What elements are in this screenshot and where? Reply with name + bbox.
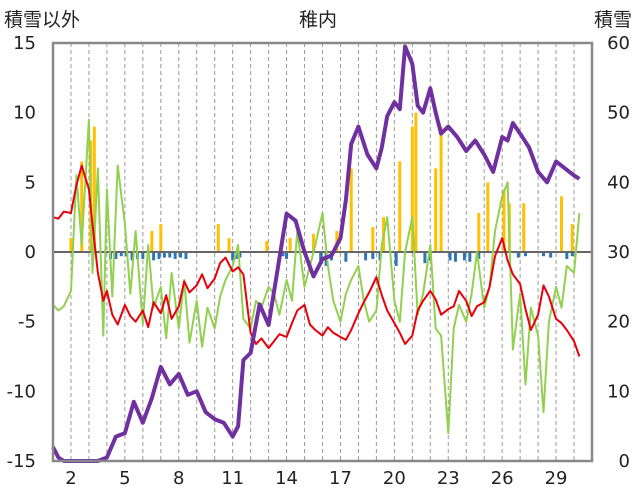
snowfall-bar xyxy=(265,240,269,252)
x-tick-label: 29 xyxy=(545,468,568,489)
snowfall-bar xyxy=(398,161,402,252)
snowfall-bar xyxy=(69,238,73,252)
snowfall-bar xyxy=(522,203,526,252)
snowfall-bar xyxy=(414,112,418,253)
negative-bar xyxy=(364,252,368,261)
negative-bar xyxy=(141,252,145,259)
negative-bar xyxy=(549,252,553,258)
snowfall-bar xyxy=(312,233,316,252)
negative-bar xyxy=(453,252,457,262)
left-y-tick-label: 0 xyxy=(25,242,36,263)
snowfall-bar xyxy=(477,212,481,252)
negative-bar xyxy=(231,252,235,261)
snowfall-bar xyxy=(150,231,154,252)
negative-bar xyxy=(281,252,285,257)
negative-bar xyxy=(371,252,375,259)
right-y-tick-label: 60 xyxy=(607,33,630,54)
negative-bar xyxy=(152,252,156,261)
negative-bar xyxy=(157,252,161,259)
negative-bar xyxy=(168,252,172,258)
left-y-tick-label: -5 xyxy=(18,312,36,333)
right-y-tick-label: 20 xyxy=(607,312,630,333)
x-tick-label: 14 xyxy=(275,468,298,489)
x-tick-label: 23 xyxy=(437,468,460,489)
negative-bar xyxy=(516,252,520,258)
snowfall-bar xyxy=(371,226,375,252)
x-tick-label: 17 xyxy=(329,468,352,489)
snowfall-bar xyxy=(439,126,443,252)
left-y-tick-label: 10 xyxy=(13,103,36,124)
x-tick-label: 20 xyxy=(383,468,406,489)
x-tick-label: 26 xyxy=(491,468,514,489)
snowfall-bar xyxy=(570,224,574,252)
series-lines xyxy=(51,44,581,463)
snowfall-bar xyxy=(159,224,163,252)
negative-bar xyxy=(173,252,177,259)
x-tick-label: 5 xyxy=(119,468,130,489)
snowfall-bar xyxy=(288,238,292,252)
left-y-tick-label: -10 xyxy=(7,381,36,402)
right-y-tick-labels: 60 50 40 30 20 10 0 xyxy=(607,33,630,472)
right-axis-title: 積雪 xyxy=(594,9,632,31)
negative-bar xyxy=(184,252,188,259)
snowfall-bar xyxy=(92,126,96,252)
plot-frame xyxy=(51,41,594,463)
right-y-tick-label: 40 xyxy=(607,172,630,193)
snow-depth-line xyxy=(51,44,581,463)
left-axis-title: 積雪以外 xyxy=(4,9,80,31)
snowfall-bar xyxy=(559,196,563,252)
negative-bar xyxy=(319,252,323,264)
negative-bar xyxy=(423,252,427,264)
right-y-tick-label: 10 xyxy=(607,381,630,402)
negative-bar xyxy=(570,252,574,257)
chart-title: 稚内 xyxy=(299,9,337,31)
negative-bar xyxy=(130,252,134,261)
right-y-tick-label: 50 xyxy=(607,103,630,124)
snowfall-bar xyxy=(349,168,353,252)
x-tick-label: 11 xyxy=(221,468,244,489)
negative-bar xyxy=(462,252,466,261)
left-y-tick-label: 5 xyxy=(25,172,36,193)
right-y-tick-label: 30 xyxy=(607,242,630,263)
snowfall-bar xyxy=(502,189,506,252)
negative-bar xyxy=(162,252,166,258)
negative-bar xyxy=(119,252,123,257)
negative-bar xyxy=(285,252,289,259)
right-y-tick-label: 0 xyxy=(619,451,630,472)
left-y-tick-labels: 15 10 5 0 -5 -10 -15 xyxy=(7,33,36,472)
snowfall-bar xyxy=(410,126,414,252)
negative-bar xyxy=(477,252,481,259)
negative-bar xyxy=(468,252,472,262)
snowfall-bar xyxy=(486,182,490,252)
snowfall-bar xyxy=(216,224,220,252)
left-y-tick-label: -15 xyxy=(7,451,36,472)
snowfall-bar xyxy=(434,168,438,252)
negative-bar xyxy=(448,252,452,261)
x-tick-label: 2 xyxy=(65,468,76,489)
negative-bar xyxy=(179,252,183,258)
snowfall-bar xyxy=(80,161,84,252)
negative-bar xyxy=(114,252,118,259)
x-tick-labels: 2 5 8 11 14 17 20 23 26 29 xyxy=(65,468,567,489)
left-y-tick-label: 15 xyxy=(13,33,36,54)
negative-bar xyxy=(541,252,545,257)
negative-bar xyxy=(565,252,569,259)
negative-bar xyxy=(394,252,398,266)
negative-bar xyxy=(524,252,528,257)
temperature-line xyxy=(52,164,581,357)
negative-bar xyxy=(238,252,242,258)
x-tick-label: 8 xyxy=(173,468,184,489)
negative-bar xyxy=(344,252,348,262)
snowfall-bar xyxy=(227,238,231,252)
